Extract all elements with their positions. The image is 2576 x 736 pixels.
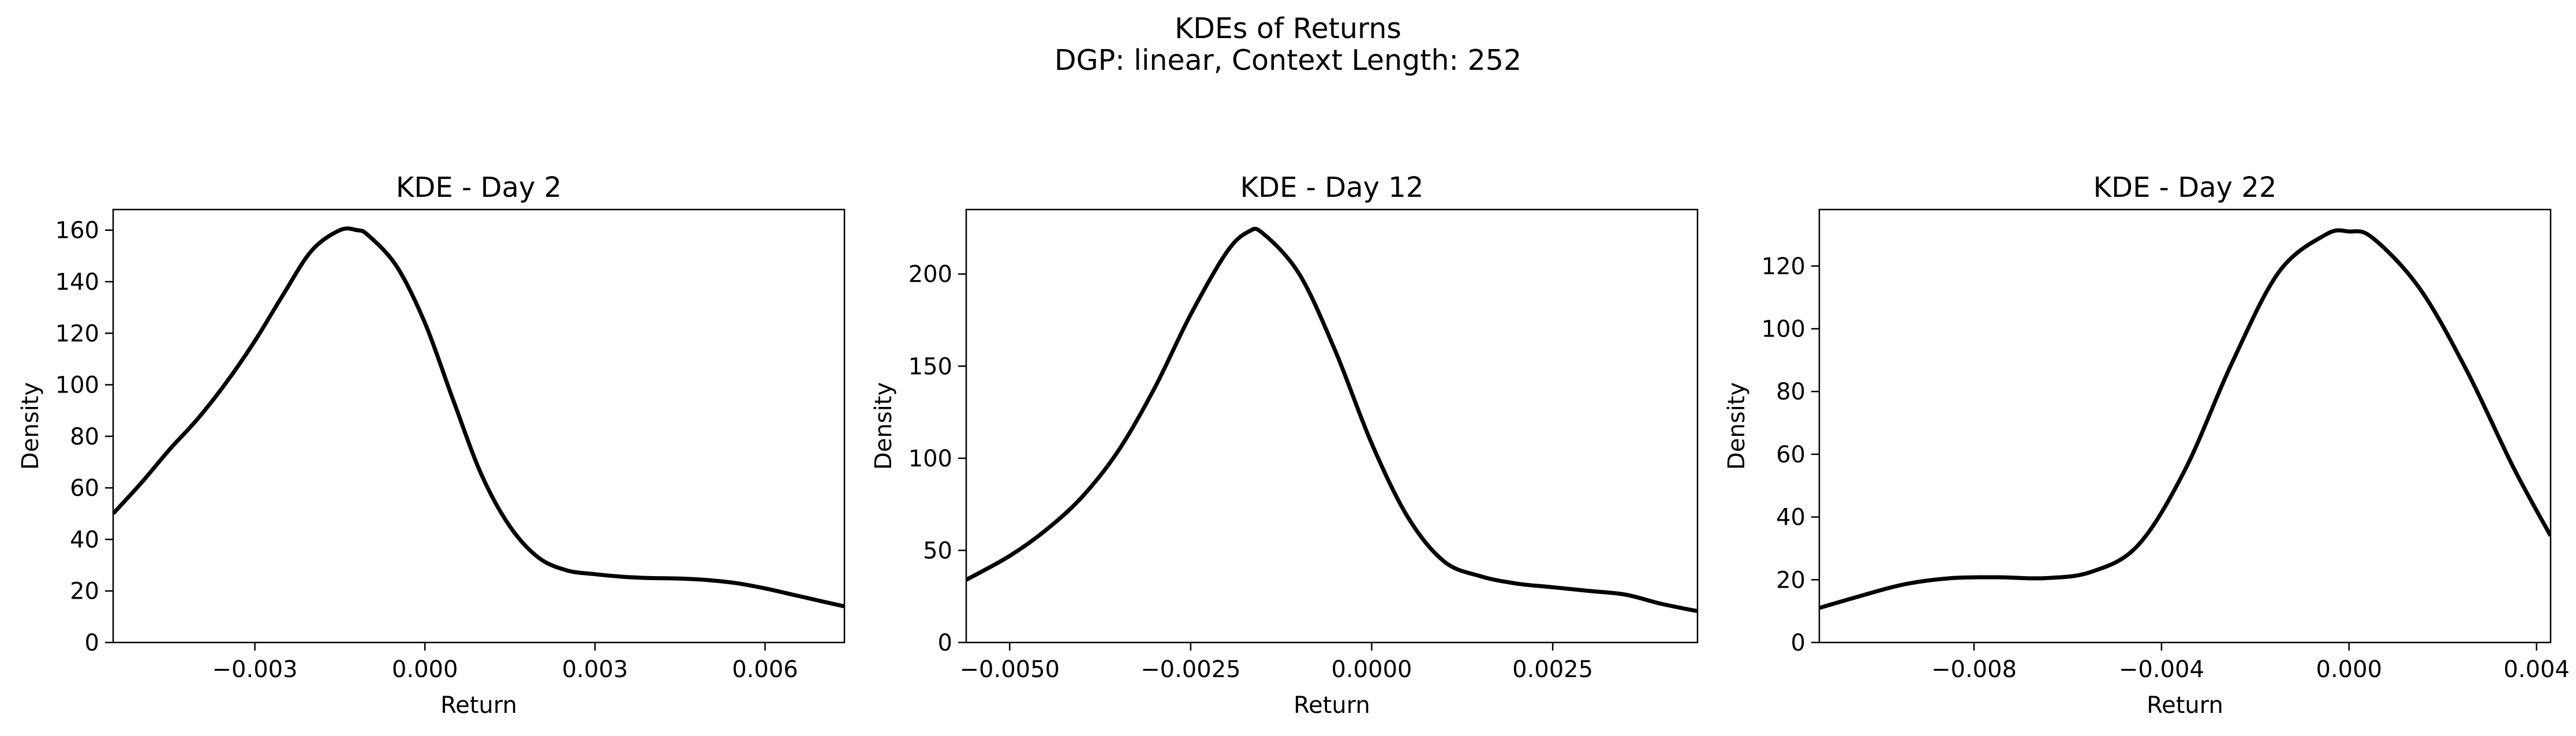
y-tick-label: 20	[1776, 567, 1805, 593]
y-tick-label: 80	[70, 424, 99, 450]
y-tick-label: 0	[1791, 630, 1805, 656]
y-tick-label: 80	[1776, 379, 1805, 405]
subplot-2: −0.0050 −0.0025 0.0000 0.0025 0 50 100 150 200 KD…	[870, 171, 1699, 719]
y-tick-label: 0	[85, 630, 99, 656]
y-axis-label: Density	[870, 382, 897, 470]
y-tick-label: 0	[938, 630, 952, 656]
y-tick-label: 60	[70, 475, 99, 502]
x-axis-label: Return	[440, 692, 517, 719]
x-tick-label: 0.000	[2316, 656, 2383, 683]
y-tick-label: 150	[908, 353, 952, 380]
axes-frame	[112, 208, 846, 644]
y-tick-label: 20	[70, 578, 99, 605]
y-tick-label: 40	[70, 526, 99, 553]
y-tick-label: 120	[55, 320, 99, 347]
figure-subtitle: DGP: linear, Context Length: 252	[1054, 44, 1522, 77]
y-tick-label: 60	[1776, 442, 1805, 468]
y-tick-label: 50	[923, 537, 952, 564]
x-tick-label: 0.004	[2503, 656, 2570, 683]
x-tick-label: −0.004	[2119, 656, 2204, 683]
x-tick-label: 0.0000	[1332, 656, 1412, 683]
y-tick-label: 100	[1762, 316, 1805, 343]
kde-line	[113, 226, 844, 608]
axes-frame	[1818, 208, 2552, 644]
x-tick-label: −0.008	[1931, 656, 2017, 683]
kde-line	[966, 226, 1698, 614]
x-tick-label: 0.003	[562, 656, 629, 683]
y-tick-label: 200	[908, 261, 952, 288]
x-tick-label: 0.006	[732, 656, 798, 683]
subplot-3: −0.008 −0.004 0.000 0.004 0 20 40 60 80 100 120 KDE…	[1723, 171, 2570, 719]
subplot-title: KDE - Day 2	[396, 171, 562, 204]
x-tick-label: 0.000	[392, 656, 458, 683]
y-tick-label: 40	[1776, 505, 1805, 531]
x-axis-label: Return	[1293, 692, 1370, 719]
subplot-title: KDE - Day 22	[2093, 171, 2277, 204]
x-tick-label: −0.0025	[1141, 656, 1240, 683]
y-tick-label: 120	[1762, 253, 1805, 280]
figure-suptitle: KDEs of Returns	[1175, 12, 1401, 45]
y-axis-label: Density	[17, 382, 44, 470]
y-tick-label: 160	[55, 218, 99, 244]
y-axis-label: Density	[1723, 382, 1750, 470]
y-tick-label: 100	[908, 446, 952, 472]
x-tick-label: −0.003	[212, 656, 298, 683]
x-tick-label: −0.0050	[960, 656, 1060, 683]
y-tick-label: 140	[55, 269, 99, 296]
subplot-1: −0.003 0.000 0.003 0.006 0 20 40 60 80 100 120 140 1…	[17, 171, 846, 719]
axes-frame	[965, 208, 1699, 644]
x-axis-label: Return	[2147, 692, 2223, 719]
subplot-title: KDE - Day 12	[1240, 171, 1424, 204]
kde-line	[1819, 228, 2551, 610]
x-tick-label: 0.0025	[1512, 656, 1593, 683]
y-tick-label: 100	[55, 372, 99, 399]
